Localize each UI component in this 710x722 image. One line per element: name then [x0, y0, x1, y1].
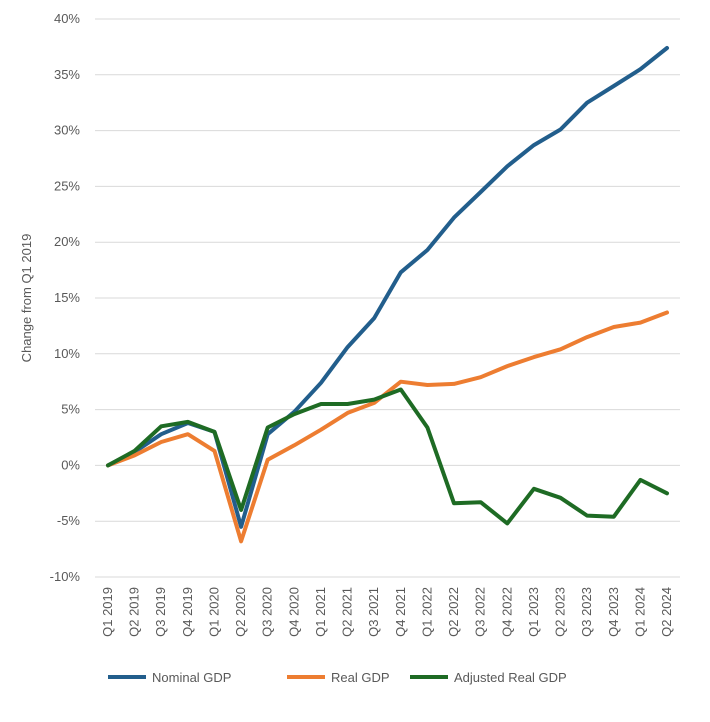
legend: Nominal GDP Real GDP Adjusted Real GDP	[108, 670, 567, 685]
y-tick-label: 30%	[54, 123, 80, 138]
y-tick-label: 40%	[54, 11, 80, 26]
x-tick-label: Q2 2024	[659, 587, 674, 637]
x-tick-label: Q1 2023	[526, 587, 541, 637]
x-tick-label: Q3 2021	[366, 587, 381, 637]
y-tick-label: 10%	[54, 346, 80, 361]
x-tick-label: Q2 2023	[553, 587, 568, 637]
x-axis-ticks: Q1 2019 Q2 2019 Q3 2019 Q4 2019 Q1 2020 Q2 20…	[100, 587, 674, 637]
legend-item: Nominal GDP	[108, 670, 231, 685]
legend-item: Real GDP	[287, 670, 390, 685]
y-tick-label: -10%	[50, 569, 81, 584]
x-tick-label: Q3 2020	[260, 587, 275, 637]
legend-label: Real GDP	[331, 670, 390, 685]
y-tick-label: 0%	[61, 457, 80, 472]
y-axis-ticks: -10% -5% 0% 5% 10% 15% 20% 25% 30% 35% 40%	[50, 11, 81, 584]
series-line-real-gdp	[106, 310, 669, 544]
series-lines	[106, 46, 669, 544]
y-tick-label: 25%	[54, 178, 80, 193]
x-tick-label: Q4 2020	[286, 587, 301, 637]
x-tick-label: Q1 2019	[100, 587, 115, 637]
legend-label: Nominal GDP	[152, 670, 231, 685]
y-tick-label: 20%	[54, 234, 80, 249]
x-tick-label: Q4 2023	[606, 587, 621, 637]
y-tick-label: -5%	[57, 513, 81, 528]
y-tick-label: 15%	[54, 290, 80, 305]
x-tick-label: Q2 2020	[233, 587, 248, 637]
x-tick-label: Q3 2019	[153, 587, 168, 637]
x-tick-label: Q1 2022	[419, 587, 434, 637]
x-tick-label: Q2 2019	[127, 587, 142, 637]
x-tick-label: Q4 2019	[180, 587, 195, 637]
y-tick-label: 35%	[54, 67, 80, 82]
x-tick-label: Q2 2022	[446, 587, 461, 637]
y-axis-title: Change from Q1 2019	[19, 234, 34, 363]
legend-label: Adjusted Real GDP	[454, 670, 567, 685]
x-tick-label: Q3 2022	[473, 587, 488, 637]
x-tick-label: Q1 2020	[206, 587, 221, 637]
x-tick-label: Q1 2021	[313, 587, 328, 637]
x-tick-label: Q4 2022	[499, 587, 514, 637]
y-tick-label: 5%	[61, 402, 80, 417]
legend-item: Adjusted Real GDP	[410, 670, 567, 685]
x-tick-label: Q4 2021	[393, 587, 408, 637]
series-line-adjusted-real-gdp	[106, 387, 669, 526]
x-tick-label: Q3 2023	[579, 587, 594, 637]
x-tick-label: Q2 2021	[340, 587, 355, 637]
series-line-nominal-gdp	[106, 46, 669, 529]
x-tick-label: Q1 2024	[632, 587, 647, 637]
